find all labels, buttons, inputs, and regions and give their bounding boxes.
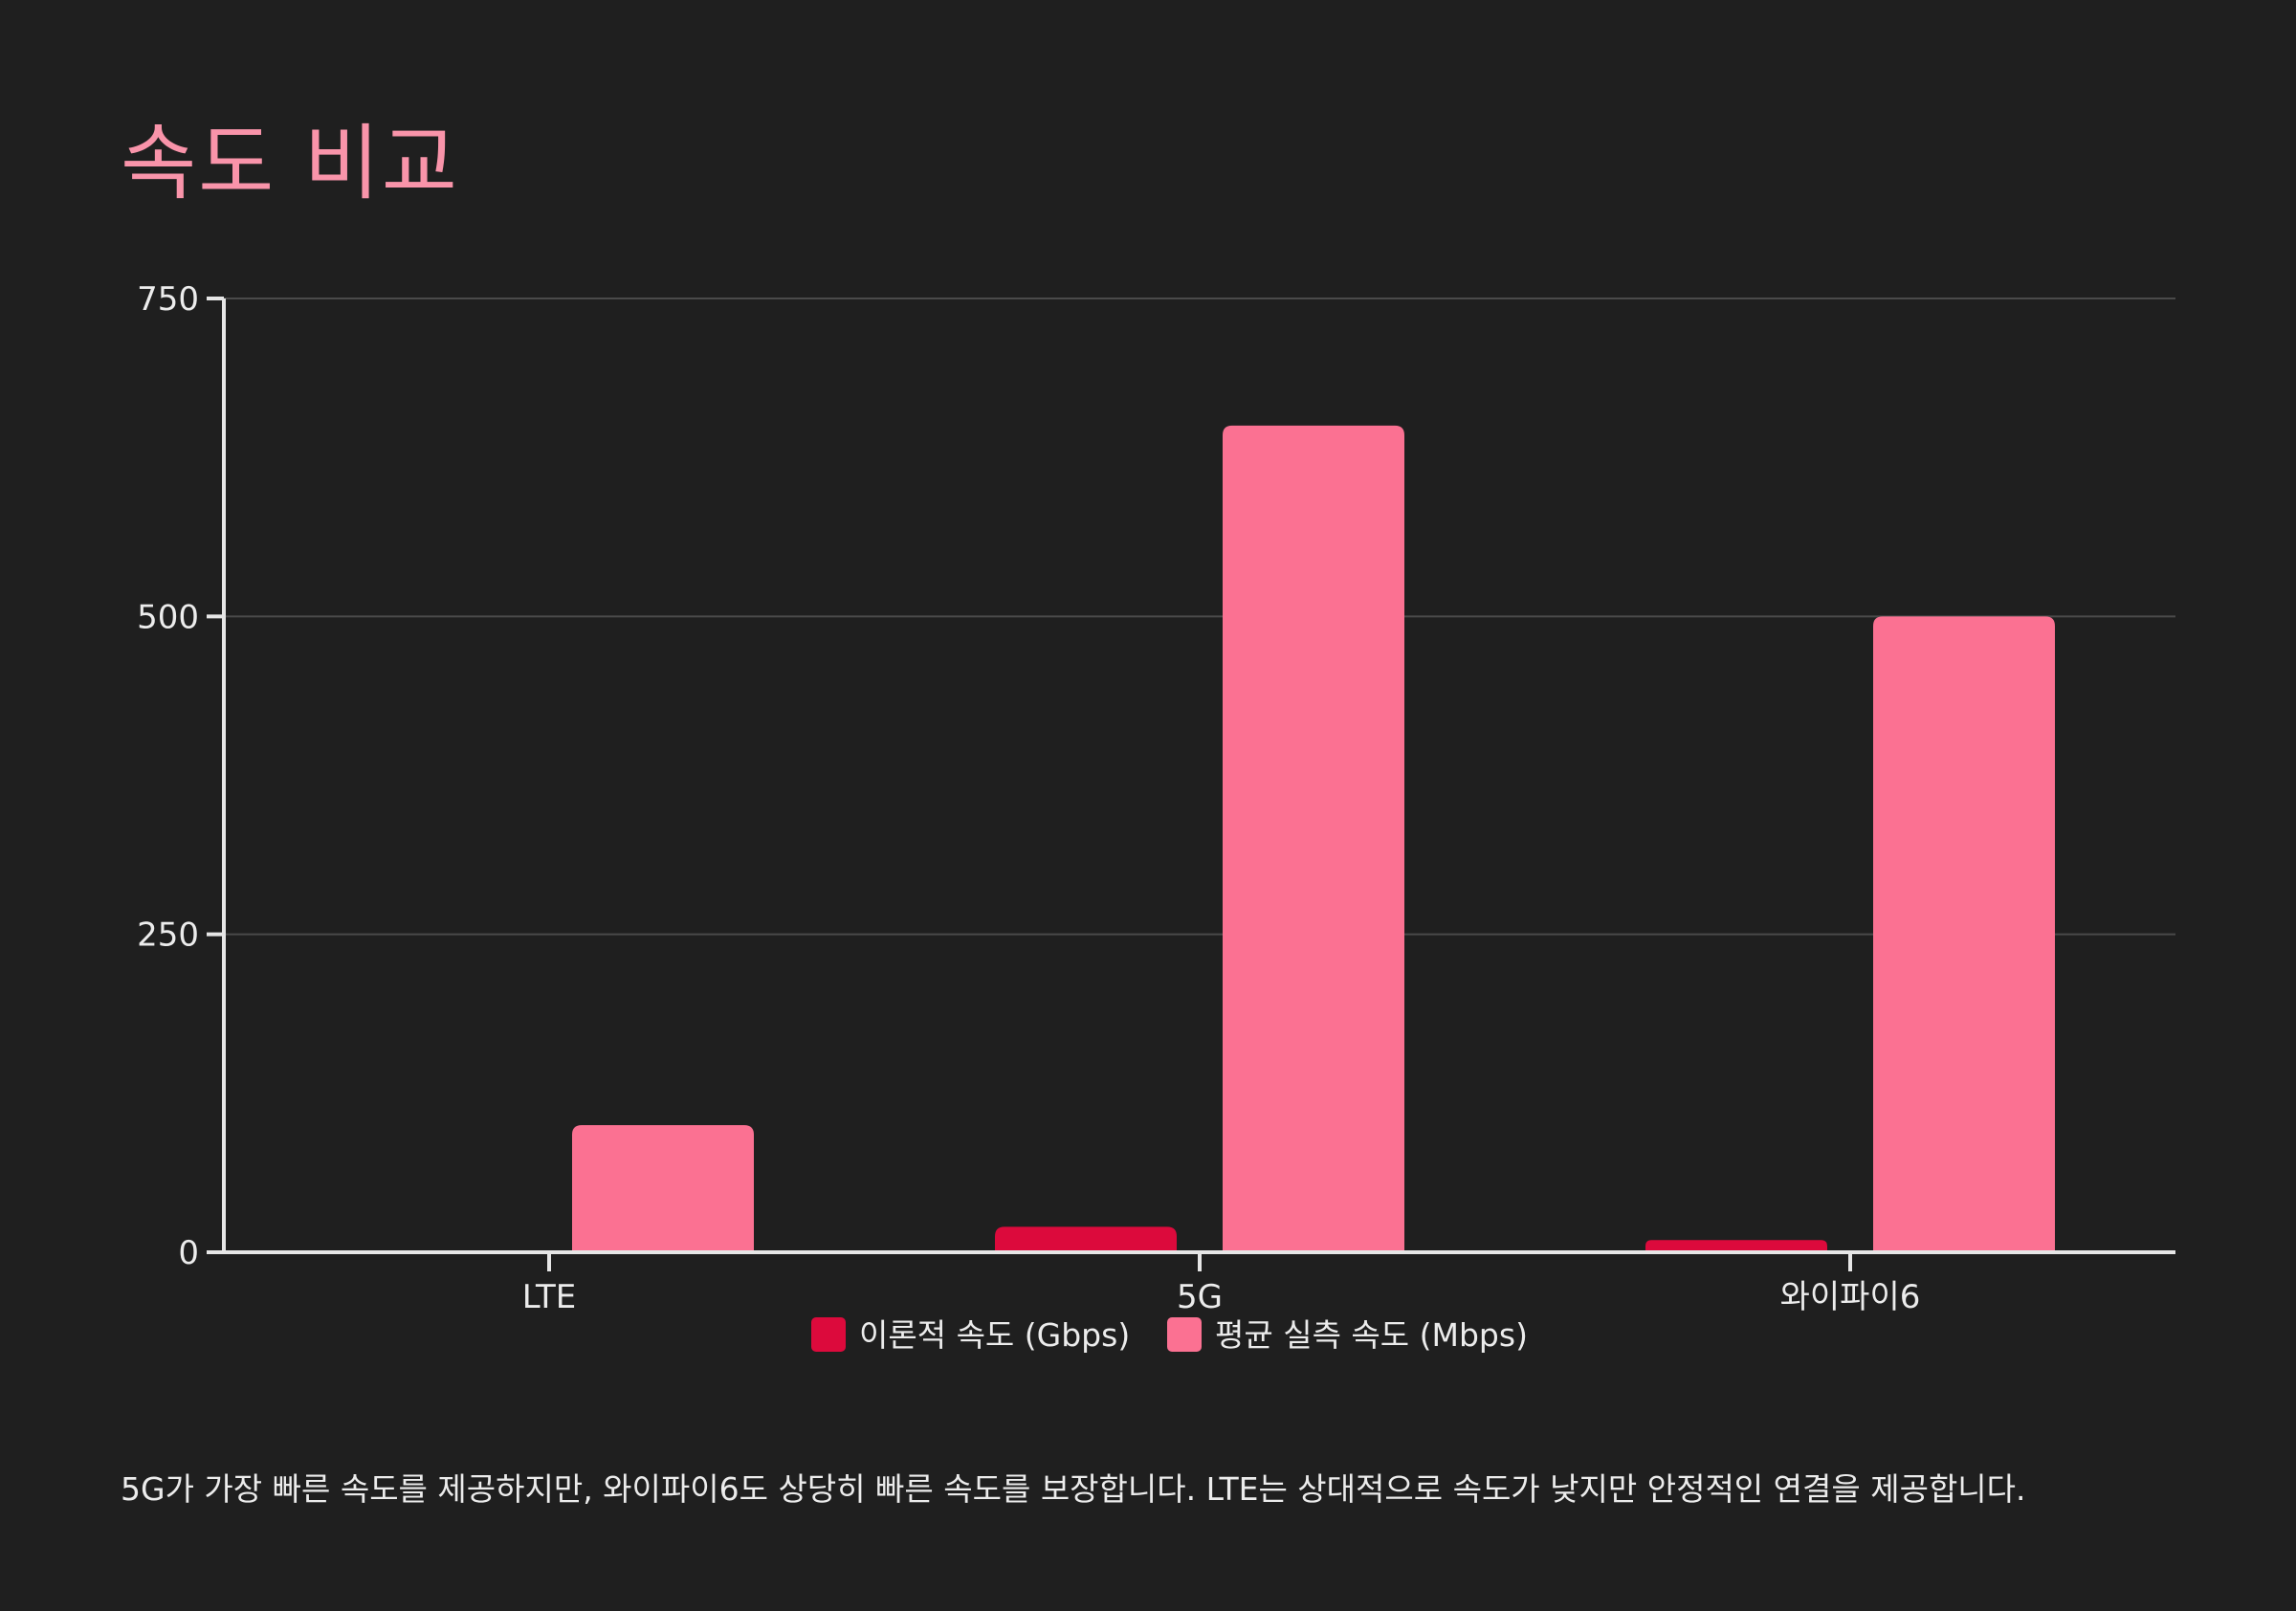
legend-swatch-1: [1167, 1317, 1202, 1352]
tick-labels: 0 250 500 750 LTE 5G 와이파이6: [137, 280, 1920, 1316]
gridlines: [224, 298, 2175, 936]
bar-measured-2: [1873, 616, 2055, 1252]
y-tick-label: 250: [137, 916, 199, 955]
chart-title: 속도 비교: [121, 116, 459, 211]
legend: 이론적 속도 (Gbps) 평균 실측 속도 (Mbps): [811, 1316, 1528, 1354]
bar-measured-0: [572, 1125, 754, 1252]
x-tick-label: 와이파이6: [1780, 1278, 1921, 1316]
axes: [207, 297, 2175, 1271]
legend-label-1: 평균 실측 속도 (Mbps): [1215, 1316, 1528, 1354]
y-tick-label: 500: [137, 598, 199, 636]
chart-caption: 5G가 가장 빠른 속도를 제공하지만, 와이파이6도 상당히 빠른 속도를 보…: [121, 1470, 2026, 1508]
y-tick-label: 750: [137, 280, 199, 319]
bars: [344, 425, 2055, 1252]
bar-measured-1: [1223, 425, 1404, 1252]
x-tick-label: LTE: [522, 1278, 577, 1316]
x-tick-label: 5G: [1177, 1278, 1223, 1316]
y-tick-label: 0: [178, 1234, 199, 1272]
bar-theoretical-1: [995, 1226, 1177, 1252]
bar-theoretical-2: [1645, 1240, 1827, 1252]
legend-swatch-0: [811, 1317, 846, 1352]
legend-label-0: 이론적 속도 (Gbps): [859, 1316, 1130, 1354]
